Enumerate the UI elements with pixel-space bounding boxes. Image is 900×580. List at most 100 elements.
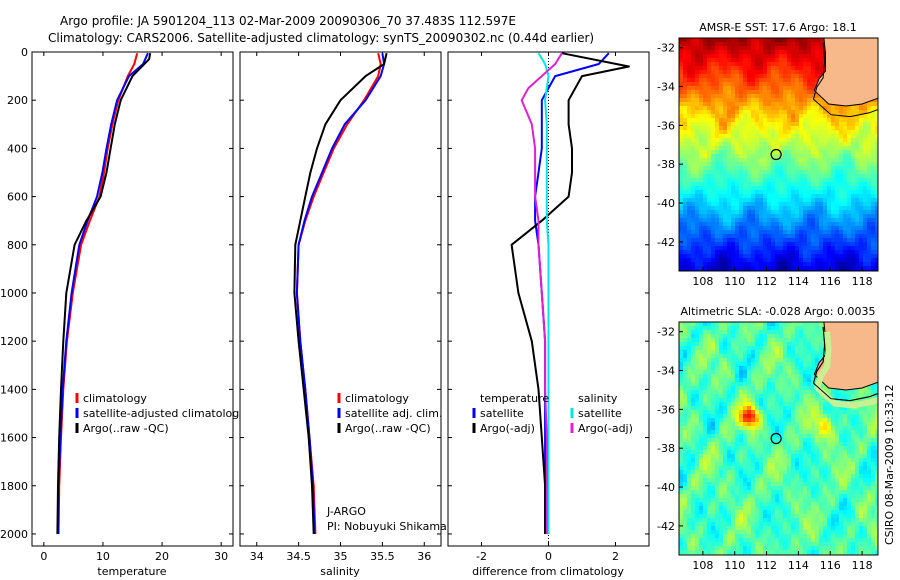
map-cell [755, 198, 760, 203]
map-cell [775, 222, 780, 227]
map-cell [803, 334, 808, 339]
map-cell [731, 182, 736, 187]
map-cell [875, 214, 878, 219]
map-cell [839, 122, 844, 127]
map-cell [695, 442, 700, 447]
map-cell [735, 146, 740, 151]
map-cell [807, 442, 812, 447]
map-cell [775, 98, 780, 103]
map-cell [823, 254, 828, 259]
map-cell [719, 426, 724, 431]
map-cell [703, 186, 708, 191]
map-cell [863, 418, 868, 423]
map-cell [719, 122, 724, 127]
map-cell [679, 254, 684, 259]
map-cell [715, 202, 720, 207]
map-cell [707, 130, 712, 135]
map-cell [759, 186, 764, 191]
map-cell [715, 250, 720, 255]
map-cell [859, 150, 864, 155]
map-cell [863, 174, 868, 179]
map-cell [787, 398, 792, 403]
map-cell [687, 138, 692, 143]
map-cell [799, 334, 804, 339]
map-cell [803, 86, 808, 91]
map-cell [851, 262, 856, 267]
map-cell [839, 418, 844, 423]
map-cell [735, 54, 740, 59]
map-cell [835, 250, 840, 255]
map-cell [771, 202, 776, 207]
map-cell [775, 238, 780, 243]
map-cell [707, 90, 712, 95]
map-cell [719, 394, 724, 399]
map-cell [751, 330, 756, 335]
map-cell [795, 178, 800, 183]
map-cell [859, 210, 864, 215]
map-cell [739, 182, 744, 187]
map-cell [699, 450, 704, 455]
map-cell [751, 206, 756, 211]
map-cell [767, 142, 772, 147]
map-cell [723, 382, 728, 387]
map-cell [815, 322, 820, 327]
map-cell [775, 126, 780, 131]
x-tick-label: 0 [40, 550, 47, 563]
map-cell [831, 258, 836, 263]
map-cell [871, 134, 876, 139]
map-cell [867, 250, 872, 255]
map-cell [715, 378, 720, 383]
map-cell [791, 386, 796, 391]
map-cell [763, 370, 768, 375]
map-cell [779, 210, 784, 215]
map-cell [807, 258, 812, 263]
salinity-ticks: 34 34.5 35 35.5 36 [240, 51, 441, 563]
map-cell [723, 338, 728, 343]
map-cell [699, 366, 704, 371]
map-cell [699, 354, 704, 359]
map-cell [767, 214, 772, 219]
map-cell [843, 214, 848, 219]
map-cell [827, 126, 832, 131]
map-cell [811, 414, 816, 419]
y-tick-label: 400 [7, 142, 28, 155]
map-cell [831, 254, 836, 259]
map-cell [783, 350, 788, 355]
map-cell [859, 170, 864, 175]
map-cell [843, 134, 848, 139]
map-cell [699, 238, 704, 243]
map-cell [787, 406, 792, 411]
map-cell [759, 354, 764, 359]
map-cell [755, 434, 760, 439]
map-cell [815, 150, 820, 155]
map-cell [703, 254, 708, 259]
map-cell [775, 246, 780, 251]
map-cell [791, 150, 796, 155]
map-cell [779, 150, 784, 155]
map-cell [843, 122, 848, 127]
map-cell [743, 334, 748, 339]
map-cell [803, 158, 808, 163]
map-cell [751, 406, 756, 411]
map-cell [835, 198, 840, 203]
map-cell [787, 246, 792, 251]
map-cell [815, 174, 820, 179]
map-cell [755, 222, 760, 227]
map-cell [819, 58, 824, 63]
map-cell [691, 458, 696, 463]
map-cell [807, 390, 812, 395]
map-cell [723, 414, 728, 419]
map-cell [751, 198, 756, 203]
map-cell [839, 410, 844, 415]
map-cell [875, 258, 878, 263]
map-cell [871, 450, 876, 455]
map-cell [783, 190, 788, 195]
map-cell [719, 414, 724, 419]
map-cell [747, 98, 752, 103]
map-cell [775, 86, 780, 91]
map-cell [683, 358, 688, 363]
map-cell [723, 322, 728, 327]
map-cell [763, 42, 768, 47]
map-cell [783, 466, 788, 471]
map-cell [823, 246, 828, 251]
